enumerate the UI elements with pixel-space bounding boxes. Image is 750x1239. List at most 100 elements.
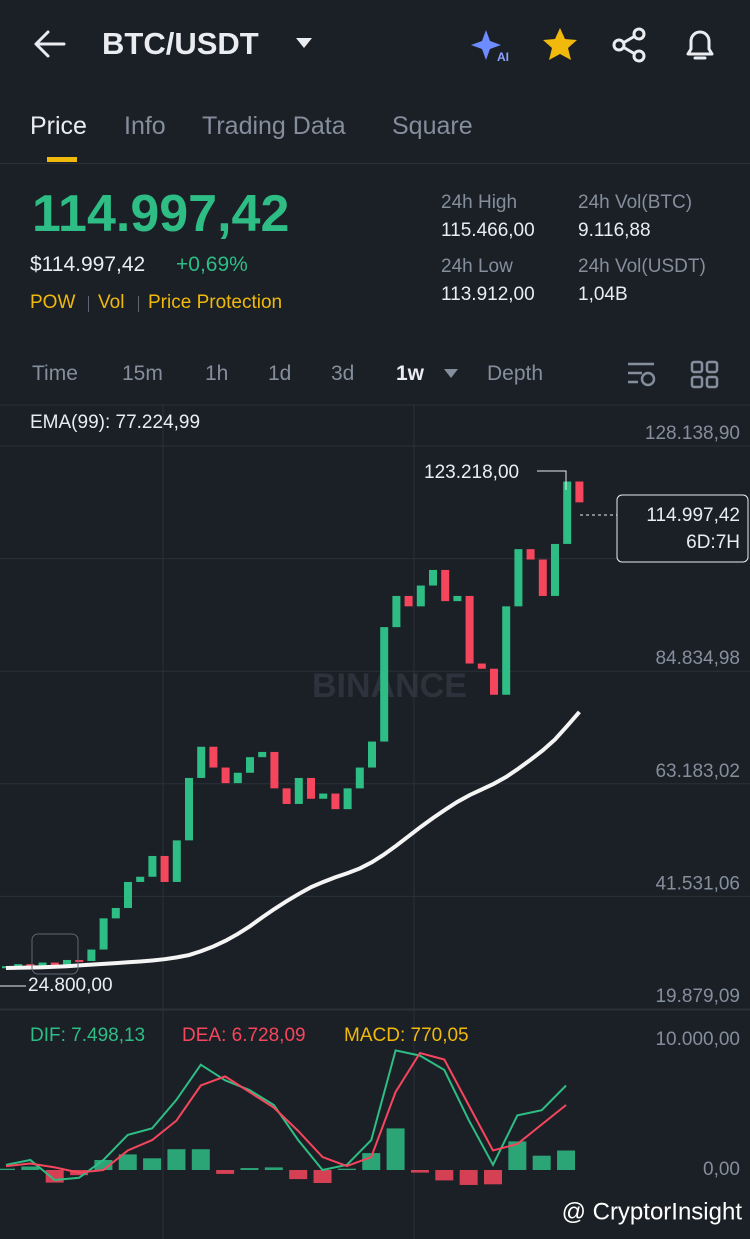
stat-label: 24h Low <box>441 256 513 277</box>
stat-value: 9.116,88 <box>578 220 651 241</box>
usd-price: $114.997,42 <box>30 253 146 276</box>
candle <box>490 668 498 695</box>
candle <box>160 855 169 882</box>
candle <box>465 595 474 664</box>
share-icon[interactable] <box>610 26 650 64</box>
pair-dropdown[interactable] <box>294 36 314 50</box>
macd-bar <box>386 1128 405 1170</box>
candle <box>538 559 547 596</box>
dea-line <box>5 1051 567 1174</box>
candle <box>246 757 254 773</box>
candle <box>14 964 23 967</box>
macd-bar <box>508 1141 527 1170</box>
layout-icon[interactable] <box>690 360 720 390</box>
watermark: BINANCE <box>312 667 467 705</box>
macd-bar <box>484 1170 502 1185</box>
interval[interactable]: Time <box>32 362 78 385</box>
interval-dropdown[interactable] <box>443 368 459 380</box>
stat-label: 24h Vol(USDT) <box>578 256 706 277</box>
macd-bar <box>143 1158 162 1170</box>
macd-bar <box>118 1154 137 1170</box>
candle <box>38 962 47 968</box>
stat-value: 115.466,00 <box>441 220 535 241</box>
stat-value: 113.912,00 <box>441 284 535 305</box>
candle <box>453 595 462 602</box>
candle <box>563 481 572 544</box>
macd-bar <box>167 1149 186 1170</box>
candle <box>124 881 132 908</box>
tag[interactable]: Vol <box>98 292 125 313</box>
tab[interactable]: Trading Data <box>202 112 346 140</box>
interval[interactable]: 3d <box>331 362 355 385</box>
tag[interactable]: POW <box>30 292 76 313</box>
stat-label: 24h High <box>441 192 518 213</box>
candle <box>416 585 425 607</box>
interval[interactable]: 1d <box>268 362 292 385</box>
candle <box>209 746 218 768</box>
back-button[interactable] <box>30 26 70 62</box>
candle <box>221 767 230 784</box>
candle <box>111 907 120 919</box>
pair-title[interactable]: BTC/USDT <box>102 26 259 61</box>
candle <box>282 788 291 804</box>
interval[interactable]: 1h <box>205 362 229 385</box>
candle <box>392 595 401 628</box>
expand-button <box>31 933 79 975</box>
macd-label: MACD: 770,05 <box>344 1025 469 1046</box>
candle <box>307 777 315 799</box>
macd-bar <box>557 1150 576 1170</box>
dif-label: DIF: 7.498,13 <box>30 1025 145 1046</box>
candle <box>319 793 328 799</box>
candle <box>429 569 437 586</box>
active-tab-indicator <box>47 157 77 162</box>
tag-separator <box>88 296 89 312</box>
credit-backdrop <box>510 1194 750 1234</box>
macd-bar <box>532 1155 551 1170</box>
macd-bar <box>435 1170 454 1181</box>
candle <box>404 595 413 607</box>
tab[interactable]: Square <box>392 112 473 140</box>
tab[interactable]: Price <box>30 112 87 140</box>
candle <box>99 918 108 950</box>
interval[interactable]: Depth <box>487 362 544 385</box>
divider <box>0 163 750 164</box>
candle <box>185 777 193 841</box>
candle <box>526 549 535 560</box>
tag[interactable]: Price Protection <box>148 292 283 313</box>
candle <box>294 777 303 804</box>
last-price-label: 114.997,42 <box>646 505 740 526</box>
macd-bar <box>0 1168 15 1170</box>
price-change: +0,69% <box>176 253 248 276</box>
svg-text:AI: AI <box>497 50 509 64</box>
ai-icon[interactable]: AI <box>470 26 510 66</box>
last-price: 114.997,42 <box>32 185 290 243</box>
interval[interactable]: 1w <box>396 362 425 385</box>
candle <box>551 543 559 596</box>
macd-bar <box>362 1153 381 1170</box>
ema-label: EMA(99): 77.224,99 <box>30 412 200 433</box>
candle <box>63 959 71 966</box>
macd-bar <box>216 1170 235 1174</box>
candle <box>380 627 389 742</box>
favorite-star[interactable] <box>540 26 580 64</box>
y-tick-label: 63.183,02 <box>655 761 740 782</box>
macd-bar <box>313 1170 332 1183</box>
candle <box>136 876 145 882</box>
alert-bell[interactable] <box>680 24 720 64</box>
price-box <box>616 494 749 563</box>
candle <box>233 772 242 784</box>
candle <box>87 949 96 962</box>
y-tick-label: 84.834,98 <box>655 648 740 669</box>
tab[interactable]: Info <box>124 112 166 140</box>
candle <box>502 606 511 695</box>
interval[interactable]: 15m <box>122 362 163 385</box>
candle <box>477 663 486 669</box>
stat-value: 1,04B <box>578 284 628 305</box>
macd-bar <box>289 1170 308 1180</box>
macd-bar <box>94 1159 113 1170</box>
y-tick-label: 19.879,09 <box>655 986 740 1007</box>
y-tick-label: 10.000,00 <box>655 1029 740 1050</box>
chart-settings-icon[interactable] <box>626 360 658 390</box>
